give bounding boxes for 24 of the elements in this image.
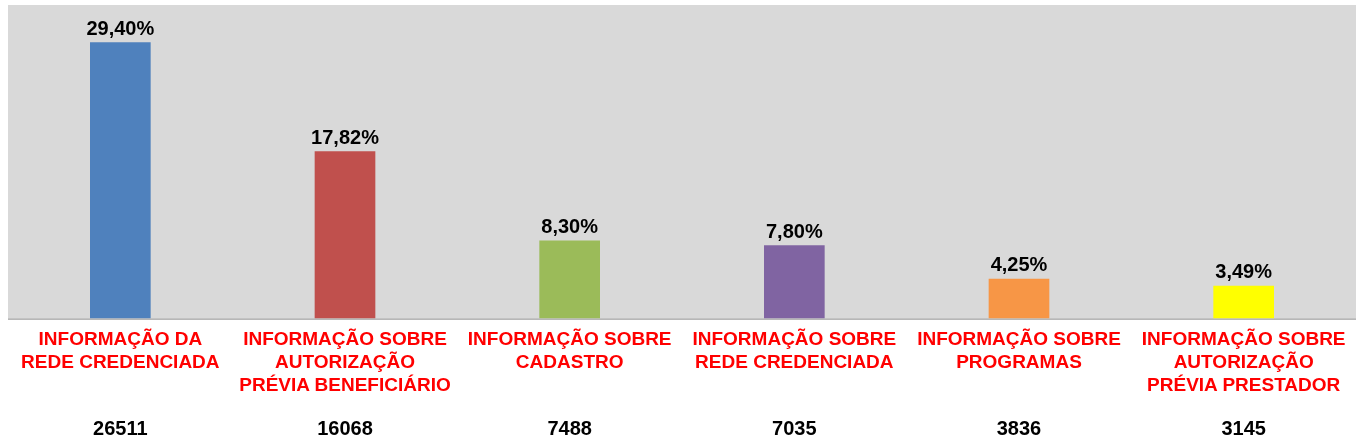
x-tick-label: INFORMAÇÃO SOBRE CADASTRO (467, 328, 672, 373)
data-label: 29,40% (86, 16, 155, 39)
data-label: 8,30% (541, 215, 599, 238)
x-tick-label: INFORMAÇÃO SOBRE PROGRAMAS (917, 328, 1121, 373)
x-tick-label: INFORMAÇÃO SOBRE AUTORIZAÇÃO PRÉVIA BENEFICIÁRIO (239, 328, 451, 395)
text: 16068 (317, 416, 373, 439)
data-label: 3,49% (1215, 260, 1273, 283)
bar (764, 245, 825, 319)
bar (90, 42, 151, 319)
bar (988, 278, 1050, 319)
x-tick-label: INFORMAÇÃO DA REDE CREDENCIADA (21, 328, 220, 373)
text: 26511 (93, 416, 148, 439)
data-label: 4,25% (990, 253, 1048, 276)
bar (1213, 285, 1274, 319)
bar (314, 151, 376, 319)
text: 7488 (547, 416, 592, 439)
text: 7035 (772, 416, 817, 439)
data-label: 7,80% (765, 219, 823, 242)
x-tick-label: INFORMAÇÃO SOBRE REDE CREDENCIADA (692, 328, 897, 373)
data-label: 17,82% (311, 125, 380, 148)
bar (539, 240, 600, 319)
x-tick-label: INFORMAÇÃO SOBRE AUTORIZAÇÃO PRÉVIA PRESTADOR (1141, 328, 1346, 395)
text: 3145 (1221, 416, 1266, 439)
text: 3836 (996, 416, 1042, 439)
